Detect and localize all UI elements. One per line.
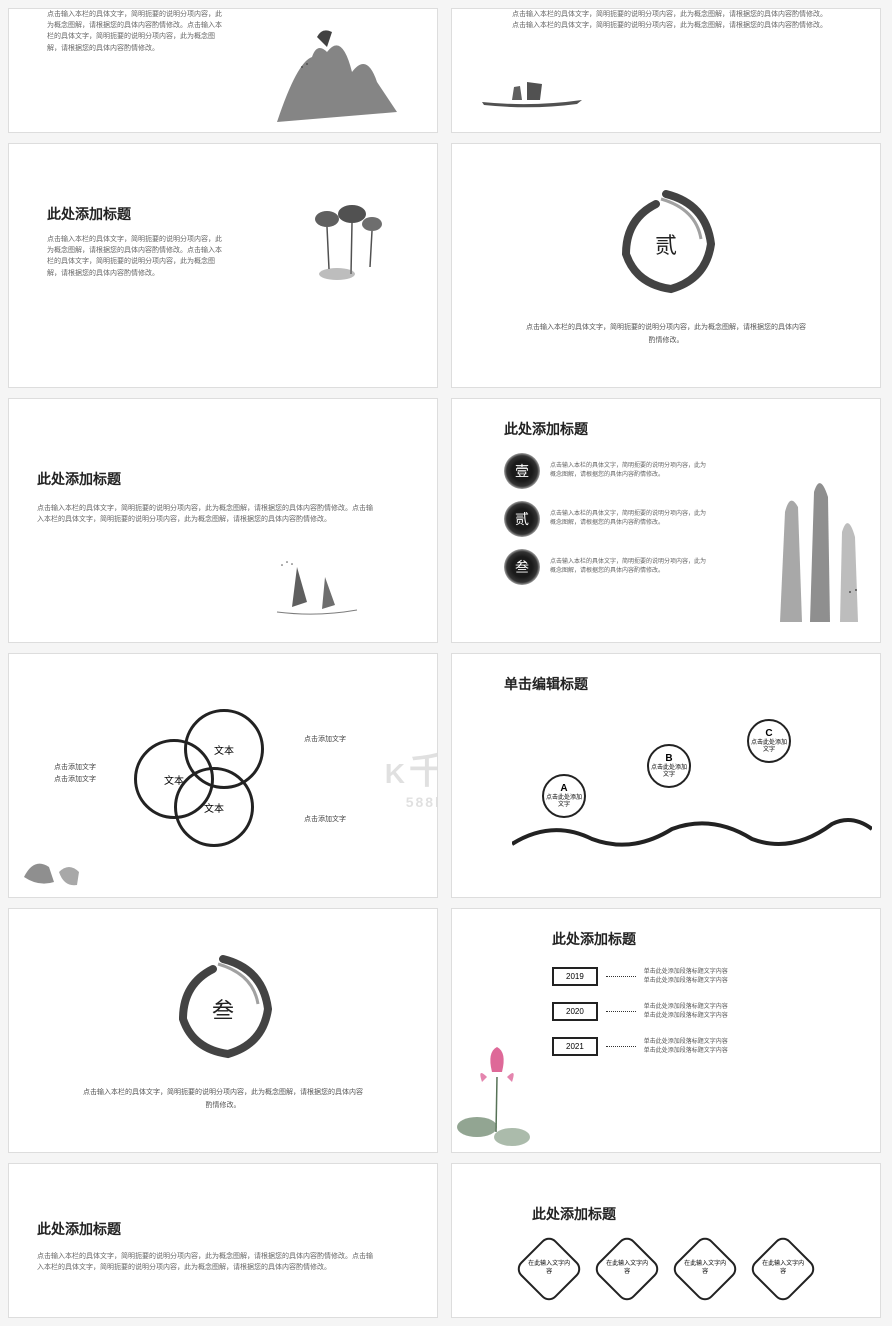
slide-3: 此处添加标题 点击输入本栏的具体文字，简明扼要的说明分项内容，此为概念图解，请根… (8, 143, 438, 388)
slide-7: K千库网 588ku.com 文本 文本 文本 点击添加文字 点击添加文字 点击… (8, 653, 438, 898)
year-box: 2020 (552, 1002, 598, 1021)
node-letter: B (665, 753, 672, 765)
node-text: 点击此处添加文字 (649, 765, 689, 779)
node-letter: A (560, 783, 567, 795)
timeline-text: 单击此处添加段落标题文字内容单击此处添加段落标题文字内容 (644, 968, 728, 986)
label-right-2: 点击添加文字 (304, 814, 346, 824)
diamond-item: 在此输入文字内容 (748, 1234, 819, 1305)
ink-boat-art (472, 72, 592, 112)
body-text: 点击输入本栏的具体文字，简明扼要的说明分项内容，此为概念图解，请根据您的具体内容… (37, 1251, 377, 1273)
body-text: 点击输入本栏的具体文字，简明扼要的说明分项内容，此为概念图解，请根据您的具体内容… (37, 503, 377, 525)
item-text: 点击输入本栏的具体文字，简明扼要的说明分项内容，此为概念图解，请根据您的具体内容… (550, 510, 710, 528)
slide-1: 点击输入本栏的具体文字，简明扼要的说明分项内容，此为概念图解，请根据您的具体内容… (8, 8, 438, 133)
ink-rocks-art (750, 452, 880, 632)
watermark-logo: K (385, 758, 405, 789)
slide-10: 此处添加标题 2019 单击此处添加段落标题文字内容单击此处添加段落标题文字内容… (451, 908, 881, 1153)
slide-11: 此处添加标题 点击输入本栏的具体文字，简明扼要的说明分项内容，此为概念图解，请根… (8, 1163, 438, 1318)
ink-animals-art (9, 817, 109, 897)
node-c: C 点击此处添加文字 (747, 719, 791, 763)
diamond-item: 在此输入文字内容 (670, 1234, 741, 1305)
slide-title: 此处添加标题 (37, 469, 417, 489)
label-left: 点击添加文字 (54, 774, 96, 784)
watermark-url: 588ku.com (385, 794, 438, 810)
timeline-text: 单击此处添加段落标题文字内容单击此处添加段落标题文字内容 (644, 1038, 728, 1056)
body-text: 点击输入本栏的具体文字，简明扼要的说明分项内容，此为概念图解，请根据您的具体内容… (83, 1087, 363, 1112)
section-char: 叁 (212, 993, 234, 1025)
label-left-text: 点击添加文字 (54, 762, 96, 772)
slide-grid: 点击输入本栏的具体文字，简明扼要的说明分项内容，此为概念图解，请根据您的具体内容… (8, 8, 884, 1318)
venn-label: 文本 (214, 742, 234, 757)
ink-mountain-art (257, 22, 427, 132)
timeline-text: 单击此处添加段落标题文字内容单击此处添加段落标题文字内容 (644, 1003, 728, 1021)
slide-title: 此处添加标题 (552, 929, 860, 949)
slide-12: 此处添加标题 在此输入文字内容 在此输入文字内容 在此输入文字内容 在此输入文字… (451, 1163, 881, 1318)
ink-marker: 贰 (504, 501, 540, 537)
venn-label: 文本 (204, 800, 224, 815)
node-letter: C (765, 728, 772, 740)
ink-sailboat-art (257, 547, 377, 627)
year-box: 2021 (552, 1037, 598, 1056)
slide-8: 单击编辑标题 A 点击此处添加文字 B 点击此处添加文字 C 点击此处添加文字 (451, 653, 881, 898)
watermark: K千库网 588ku.com (385, 742, 438, 810)
ink-lotus-flower-art (452, 1042, 542, 1152)
body-text: 点击输入本栏的具体文字，简明扼要的说明分项内容，此为概念图解，请根据您的具体内容… (526, 322, 806, 347)
diamond-item: 在此输入文字内容 (592, 1234, 663, 1305)
ink-swirl-art: 贰 (606, 184, 726, 304)
body-text: 点击输入本栏的具体文字，简明扼要的说明分项内容，此为概念图解，请根据您的具体内容… (47, 234, 227, 279)
timeline-item: 2019 单击此处添加段落标题文字内容单击此处添加段落标题文字内容 (552, 967, 860, 986)
slide-9: 叁 点击输入本栏的具体文字，简明扼要的说明分项内容，此为概念图解，请根据您的具体… (8, 908, 438, 1153)
ink-marker: 壹 (504, 453, 540, 489)
ink-marker: 叁 (504, 549, 540, 585)
node-a: A 点击此处添加文字 (542, 774, 586, 818)
ink-lotus-art (297, 199, 397, 289)
year-box: 2019 (552, 967, 598, 986)
item-text: 点击输入本栏的具体文字，简明扼要的说明分项内容，此为概念图解，请根据您的具体内容… (550, 558, 710, 576)
slide-2: 点击输入本栏的具体文字，简明扼要的说明分项内容，此为概念图解，请根据您的具体内容… (451, 8, 881, 133)
node-text: 点击此处添加文字 (749, 740, 789, 754)
item-text: 点击输入本栏的具体文字，简明扼要的说明分项内容，此为概念图解，请根据您的具体内容… (550, 462, 710, 480)
slide-4: 贰 点击输入本栏的具体文字，简明扼要的说明分项内容，此为概念图解，请根据您的具体… (451, 143, 881, 388)
node-text: 点击此处添加文字 (544, 795, 584, 809)
diamond-item: 在此输入文字内容 (514, 1234, 585, 1305)
ink-wave-art (512, 814, 872, 854)
slide-title: 单击编辑标题 (504, 674, 860, 694)
timeline-item: 2020 单击此处添加段落标题文字内容单击此处添加段落标题文字内容 (552, 1002, 860, 1021)
slide-title: 此处添加标题 (504, 419, 860, 439)
slide-5: 此处添加标题 点击输入本栏的具体文字，简明扼要的说明分项内容，此为概念图解，请根… (8, 398, 438, 643)
slide-title: 此处添加标题 (532, 1204, 860, 1224)
diamonds-row: 在此输入文字内容 在此输入文字内容 在此输入文字内容 在此输入文字内容 (472, 1244, 860, 1294)
ink-swirl-art: 叁 (163, 949, 283, 1069)
label-right-1: 点击添加文字 (304, 734, 346, 744)
section-char: 贰 (655, 228, 677, 260)
slide-title: 此处添加标题 (37, 1219, 417, 1239)
node-b: B 点击此处添加文字 (647, 744, 691, 788)
venn-diagram: 文本 文本 文本 (134, 709, 294, 849)
body-text: 点击输入本栏的具体文字，简明扼要的说明分项内容，此为概念图解，请根据您的具体内容… (512, 9, 832, 31)
timeline-item: 2021 单击此处添加段落标题文字内容单击此处添加段落标题文字内容 (552, 1037, 860, 1056)
body-text: 点击输入本栏的具体文字，简明扼要的说明分项内容，此为概念图解，请根据您的具体内容… (47, 9, 227, 54)
slide-6: 此处添加标题 壹 点击输入本栏的具体文字，简明扼要的说明分项内容，此为概念图解，… (451, 398, 881, 643)
